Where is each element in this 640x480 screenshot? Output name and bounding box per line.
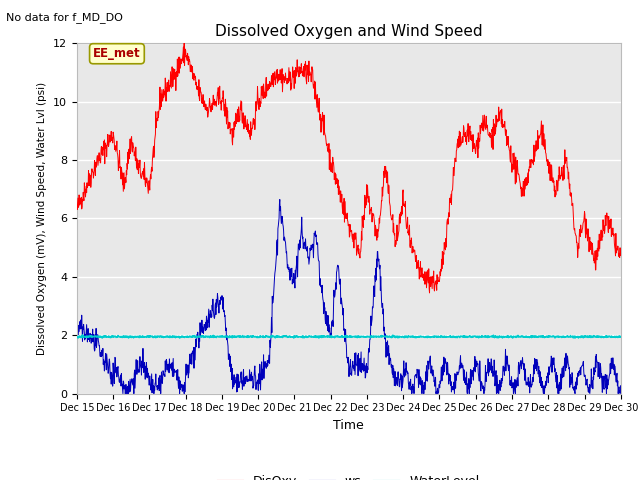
WaterLevel <box>505 335 513 340</box>
Title: Dissolved Oxygen and Wind Speed: Dissolved Oxygen and Wind Speed <box>215 24 483 39</box>
ws <box>73 320 81 325</box>
WaterLevel <box>617 334 625 340</box>
WaterLevel <box>434 334 442 340</box>
ws <box>195 334 202 339</box>
DisOxy <box>505 144 513 150</box>
ws <box>553 385 561 391</box>
Line: ws: ws <box>77 200 621 394</box>
DisOxy <box>426 290 433 296</box>
WaterLevel <box>195 334 202 339</box>
WaterLevel <box>553 334 561 339</box>
WaterLevel <box>572 335 579 341</box>
DisOxy <box>181 51 189 57</box>
ws <box>505 362 513 368</box>
DisOxy <box>553 178 561 183</box>
X-axis label: Time: Time <box>333 419 364 432</box>
Line: DisOxy: DisOxy <box>77 43 621 293</box>
ws <box>617 391 625 396</box>
ws <box>181 389 189 395</box>
DisOxy <box>434 274 442 280</box>
DisOxy <box>617 252 625 258</box>
Legend: DisOxy, ws, WaterLevel: DisOxy, ws, WaterLevel <box>213 470 484 480</box>
Y-axis label: Dissolved Oxygen (mV), Wind Speed, Water Lvl (psi): Dissolved Oxygen (mV), Wind Speed, Water… <box>37 82 47 355</box>
ws <box>255 381 263 387</box>
WaterLevel <box>79 332 86 338</box>
ws <box>119 391 127 396</box>
DisOxy <box>255 107 263 112</box>
DisOxy <box>180 40 188 46</box>
Text: EE_met: EE_met <box>93 47 141 60</box>
Line: WaterLevel: WaterLevel <box>77 335 621 338</box>
ws <box>434 391 442 396</box>
WaterLevel <box>181 334 189 340</box>
DisOxy <box>73 204 81 210</box>
DisOxy <box>195 84 202 90</box>
WaterLevel <box>255 335 263 340</box>
WaterLevel <box>73 335 81 340</box>
Text: No data for f_MD_DO: No data for f_MD_DO <box>6 12 124 23</box>
ws <box>276 197 284 203</box>
